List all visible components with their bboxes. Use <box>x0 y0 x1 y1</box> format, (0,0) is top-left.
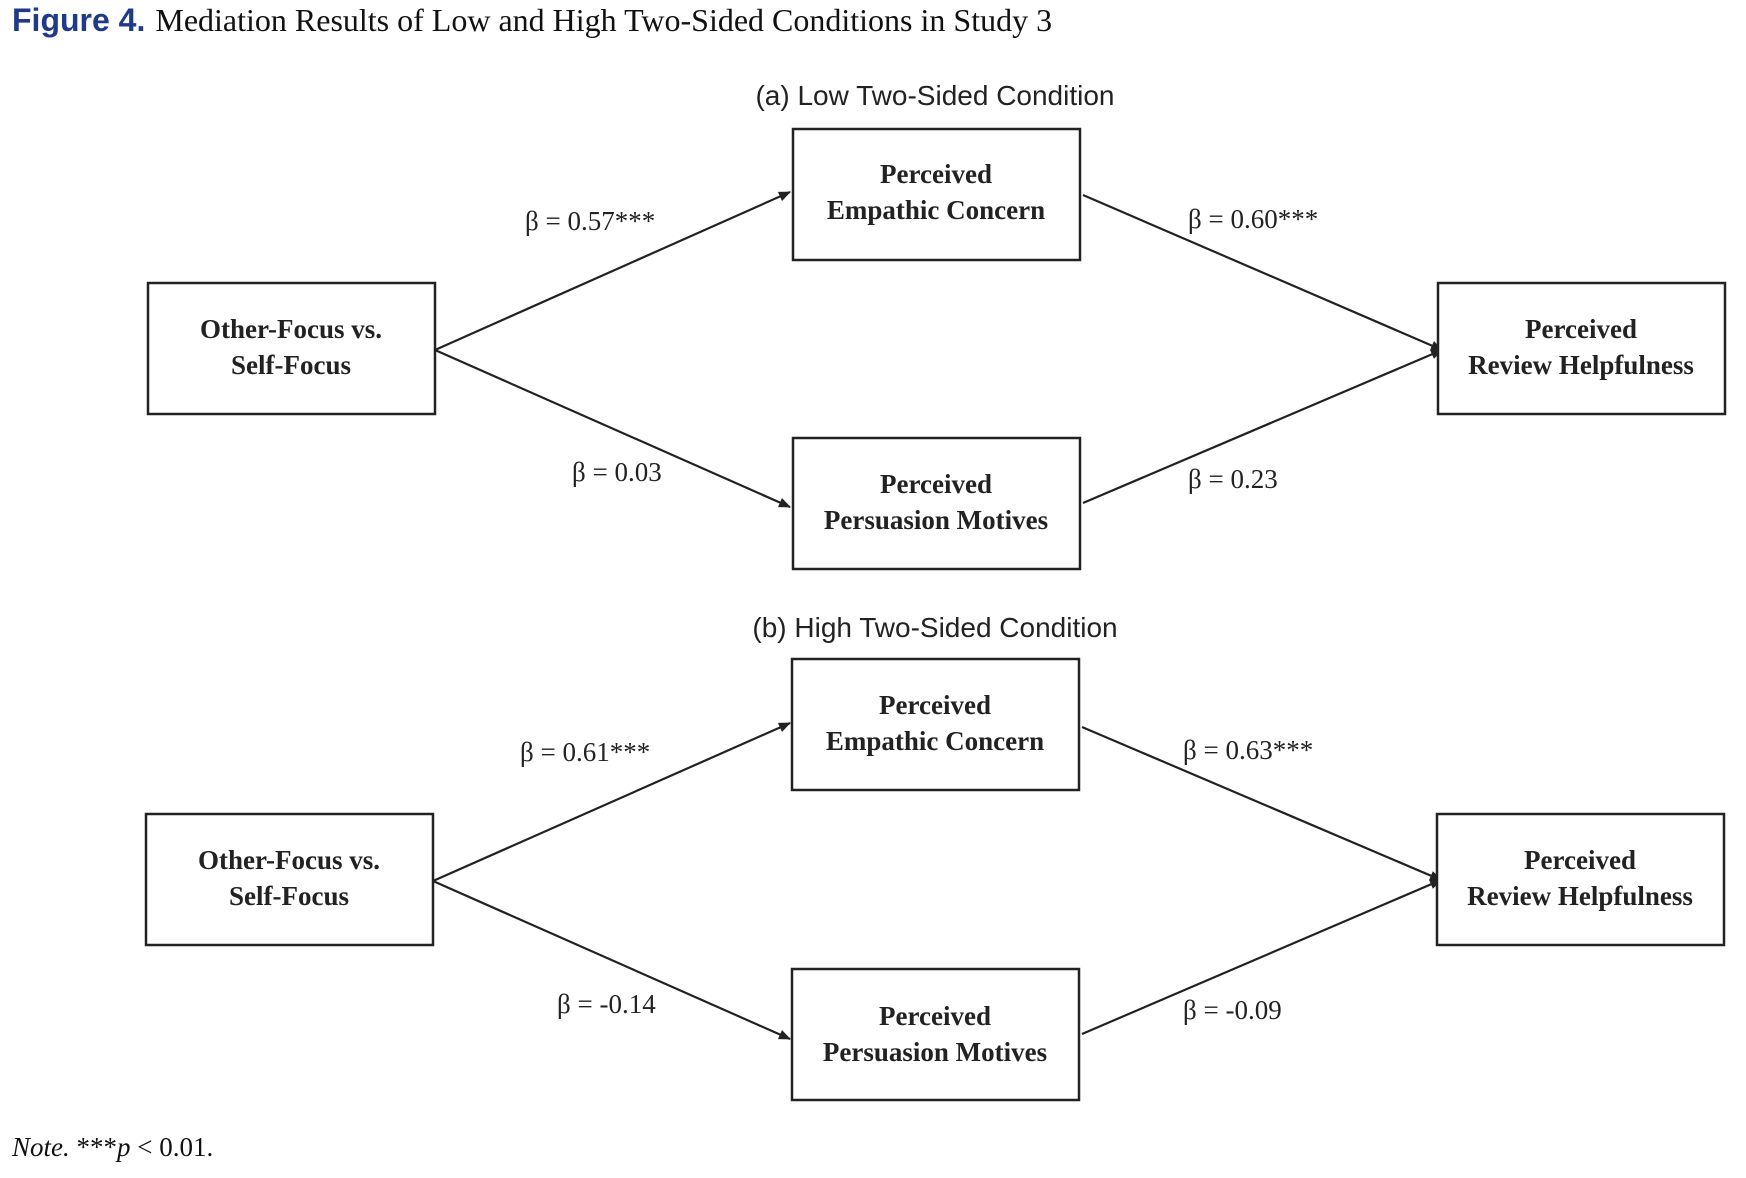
panel-a-predictor-line2: Self-Focus <box>231 350 351 380</box>
panel-a-persuasion-line2: Persuasion Motives <box>824 505 1048 535</box>
panel-a-persuasion-line1: Perceived <box>880 469 992 499</box>
panel-b: (b) High Two-Sided Condition β = 0.61***… <box>144 612 1726 1102</box>
panel-a-beta-b2: β = 0.23 <box>1188 464 1278 494</box>
panel-b-persuasion-line1: Perceived <box>879 1001 991 1031</box>
panel-b-arrow-persuasion-to-outcome <box>1081 878 1442 1036</box>
note-p: p <box>117 1132 131 1162</box>
panel-a-box-outcome: Perceived Review Helpfulness <box>1436 281 1727 416</box>
panel-a-beta-a1: β = 0.57*** <box>525 206 655 236</box>
panel-b-beta-a1: β = 0.61*** <box>520 737 650 767</box>
panel-b-empathy-line2: Empathic Concern <box>826 726 1044 756</box>
panel-a-outcome-line2: Review Helpfulness <box>1468 350 1694 380</box>
panel-b-arrow-empathy-to-outcome <box>1081 725 1442 882</box>
panel-a-box-predictor: Other-Focus vs. Self-Focus <box>146 281 437 416</box>
panel-a-beta-a2: β = 0.03 <box>572 457 662 487</box>
panel-a-arrow-empathy-to-outcome <box>1082 193 1443 352</box>
panel-a-predictor-line1: Other-Focus vs. <box>200 314 382 344</box>
panel-b-predictor-line2: Self-Focus <box>229 881 349 911</box>
panel-a-beta-b1: β = 0.60*** <box>1188 204 1318 234</box>
panel-a-arrow-persuasion-to-outcome <box>1082 348 1443 505</box>
figure-caption: Mediation Results of Low and High Two-Si… <box>155 2 1053 38</box>
figure-title: Figure 4. Mediation Results of Low and Hi… <box>12 2 1052 39</box>
panel-b-outcome-line1: Perceived <box>1524 845 1636 875</box>
panel-b-title: (b) High Two-Sided Condition <box>752 612 1117 643</box>
panel-a-empathy-line2: Empathic Concern <box>827 195 1045 225</box>
panel-b-predictor-line1: Other-Focus vs. <box>198 845 380 875</box>
note-label: Note. <box>12 1132 70 1162</box>
panel-a-arrow-predictor-to-persuasion <box>434 348 791 509</box>
panel-b-box-outcome: Perceived Review Helpfulness <box>1435 812 1726 947</box>
panel-b-beta-b2: β = -0.09 <box>1183 995 1282 1025</box>
panel-b-empathy-line1: Perceived <box>879 690 991 720</box>
panel-b-beta-b1: β = 0.63*** <box>1183 735 1313 765</box>
panel-a-box-empathic-concern: Perceived Empathic Concern <box>791 127 1082 262</box>
panel-b-persuasion-line2: Persuasion Motives <box>823 1037 1047 1067</box>
figure-note: Note. ***p < 0.01. <box>12 1132 213 1163</box>
panel-a-empathy-line1: Perceived <box>880 159 992 189</box>
panel-a-arrow-predictor-to-empathy <box>434 190 791 352</box>
note-stars: *** <box>76 1132 118 1162</box>
panel-a-title: (a) Low Two-Sided Condition <box>755 80 1114 111</box>
panel-a-outcome-line1: Perceived <box>1525 314 1637 344</box>
figure-label: Figure 4. <box>12 2 146 38</box>
panel-b-box-predictor: Other-Focus vs. Self-Focus <box>144 812 435 947</box>
panel-a: (a) Low Two-Sided Condition β = 0.57*** … <box>146 80 1727 571</box>
note-threshold: < 0.01. <box>130 1132 214 1162</box>
panel-b-outcome-line2: Review Helpfulness <box>1467 881 1693 911</box>
panel-a-box-persuasion-motives: Perceived Persuasion Motives <box>791 436 1082 571</box>
panel-b-box-persuasion-motives: Perceived Persuasion Motives <box>790 967 1081 1102</box>
panel-b-arrow-predictor-to-persuasion <box>432 879 791 1041</box>
panel-b-arrow-predictor-to-empathy <box>432 721 791 883</box>
panel-b-box-empathic-concern: Perceived Empathic Concern <box>790 657 1081 792</box>
panel-b-beta-a2: β = -0.14 <box>557 989 656 1019</box>
